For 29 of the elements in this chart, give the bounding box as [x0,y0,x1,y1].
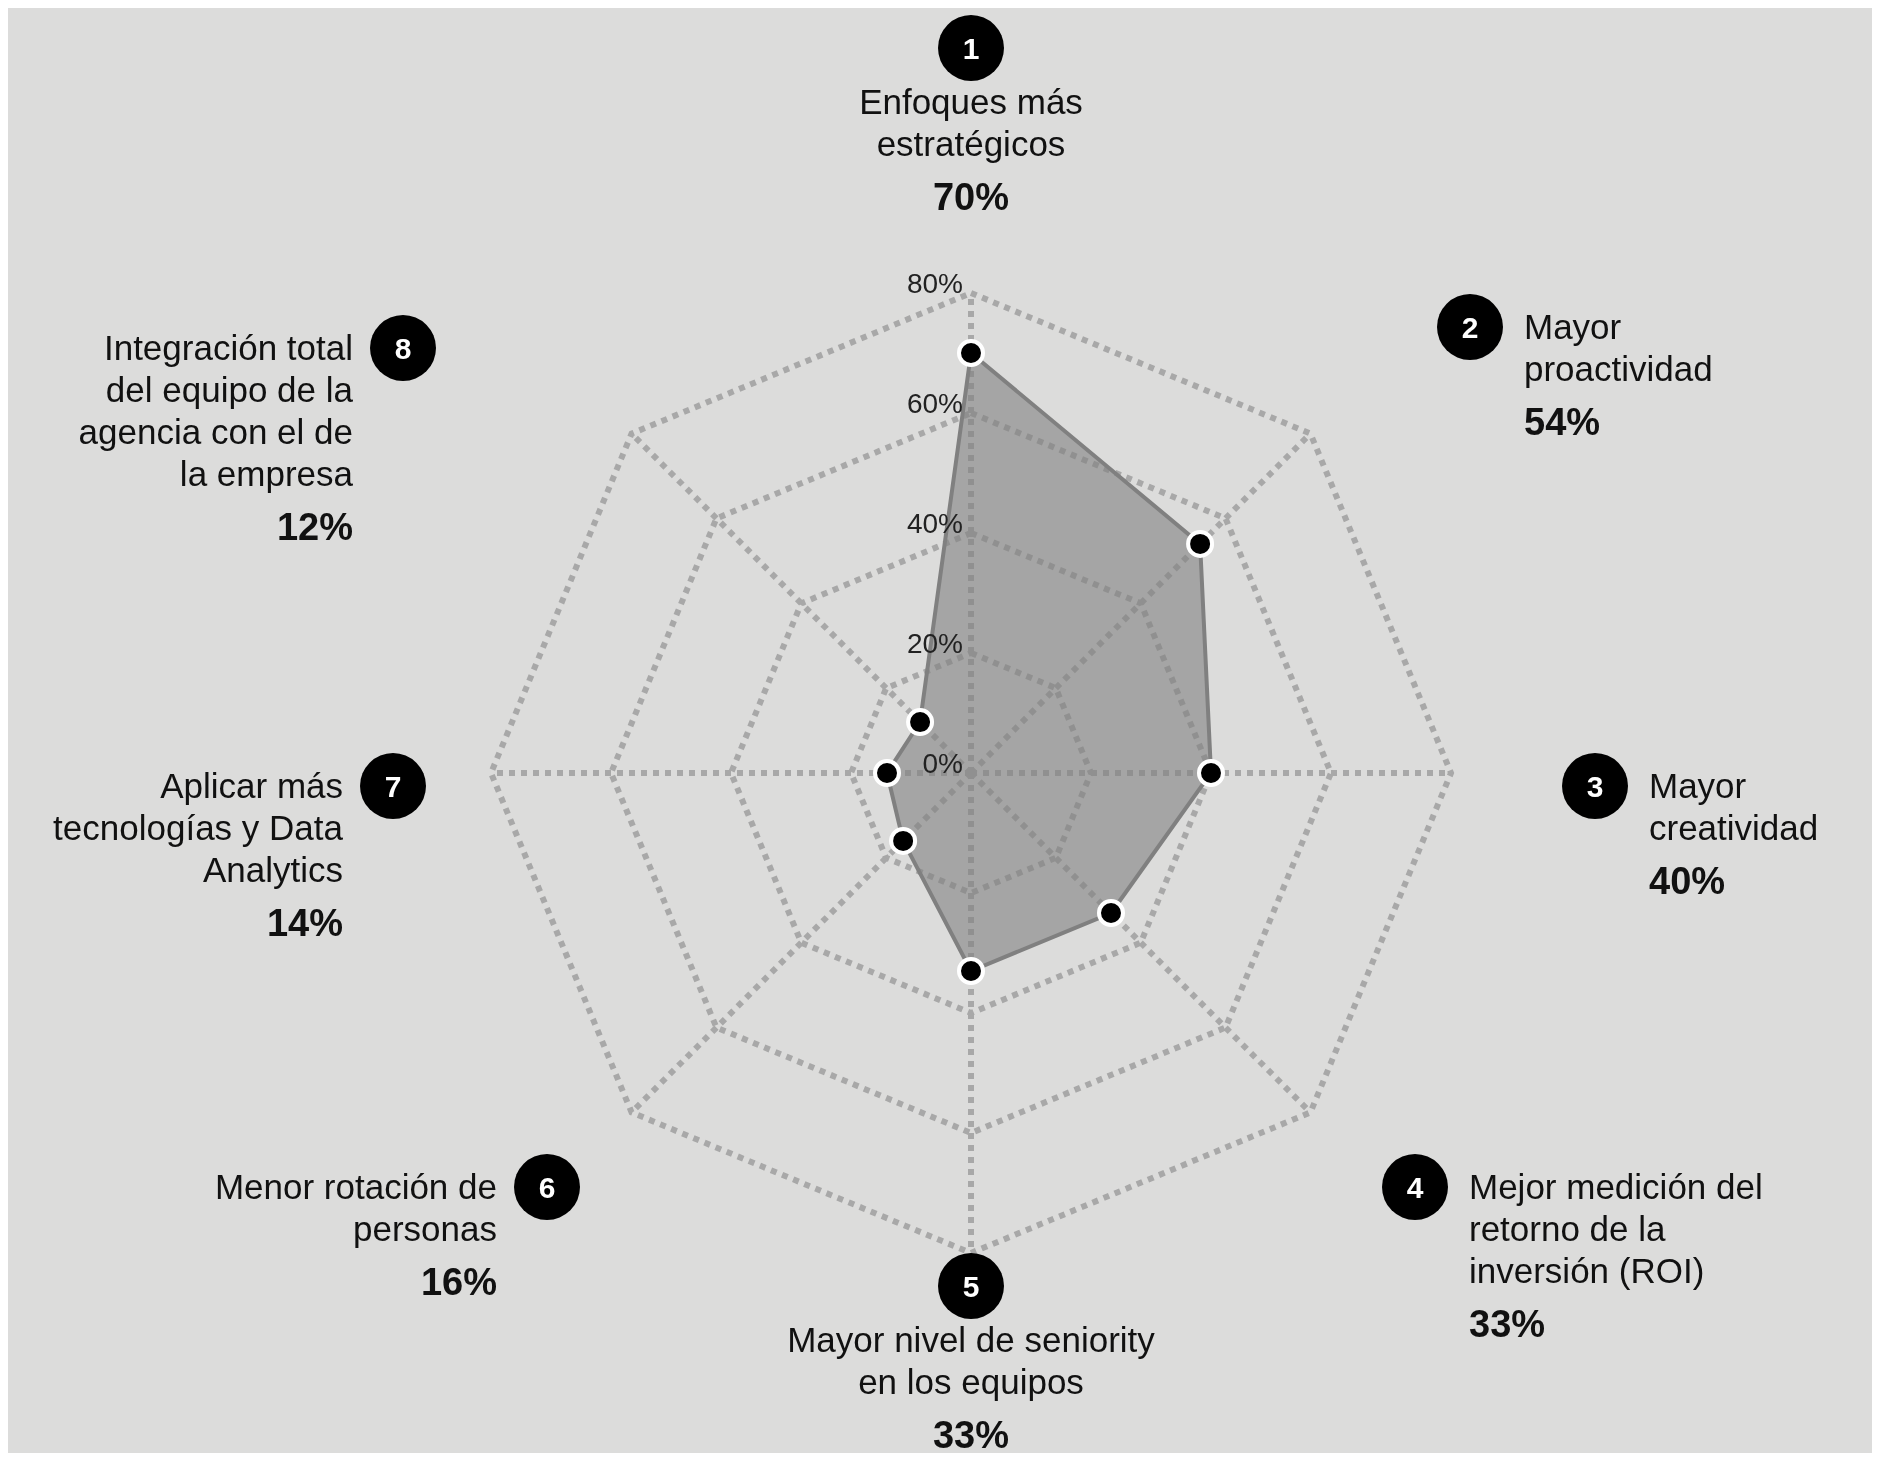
text: 8 [394,332,412,365]
spoke-label: Mayor nivel de seniority en los equipos [787,1320,1156,1401]
spoke-label: Mayor proactividad [1524,307,1713,388]
y-tick-label: 80% [906,268,963,299]
spoke-label: Enfoques más estratégicos [859,82,1083,163]
y-tick-label: 0% [922,748,963,779]
text: 14% [266,902,343,944]
text: 2 [1461,311,1479,344]
text: 40% [1649,860,1726,902]
spoke-label: Mayor creatividad [1649,766,1819,847]
text: 5 [962,1270,980,1303]
spoke-label: Integración total del equipo de la agencia con el de la empresa [78,328,354,493]
text: 70% [932,176,1010,218]
text: 33% [1469,1303,1546,1345]
y-tick-label: 20% [906,628,963,659]
y-tick-label: 40% [906,508,963,539]
text: 16% [420,1261,497,1303]
spoke-label: Menor rotación de personas [214,1167,497,1248]
y-tick-label: 60% [906,388,963,419]
text: 7 [384,770,402,803]
text: 3 [1586,770,1604,803]
text: 54% [1524,401,1601,443]
spoke-label: Mejor medición del retorno de la inversión (ROI) [1469,1167,1763,1290]
text: 12% [276,506,353,548]
text: 4 [1406,1171,1424,1204]
spoke-label: Aplicar más tecnologías y Data Analytics [53,766,344,889]
text: 33% [932,1414,1010,1456]
text: 6 [538,1171,556,1204]
text: 1 [962,32,980,65]
